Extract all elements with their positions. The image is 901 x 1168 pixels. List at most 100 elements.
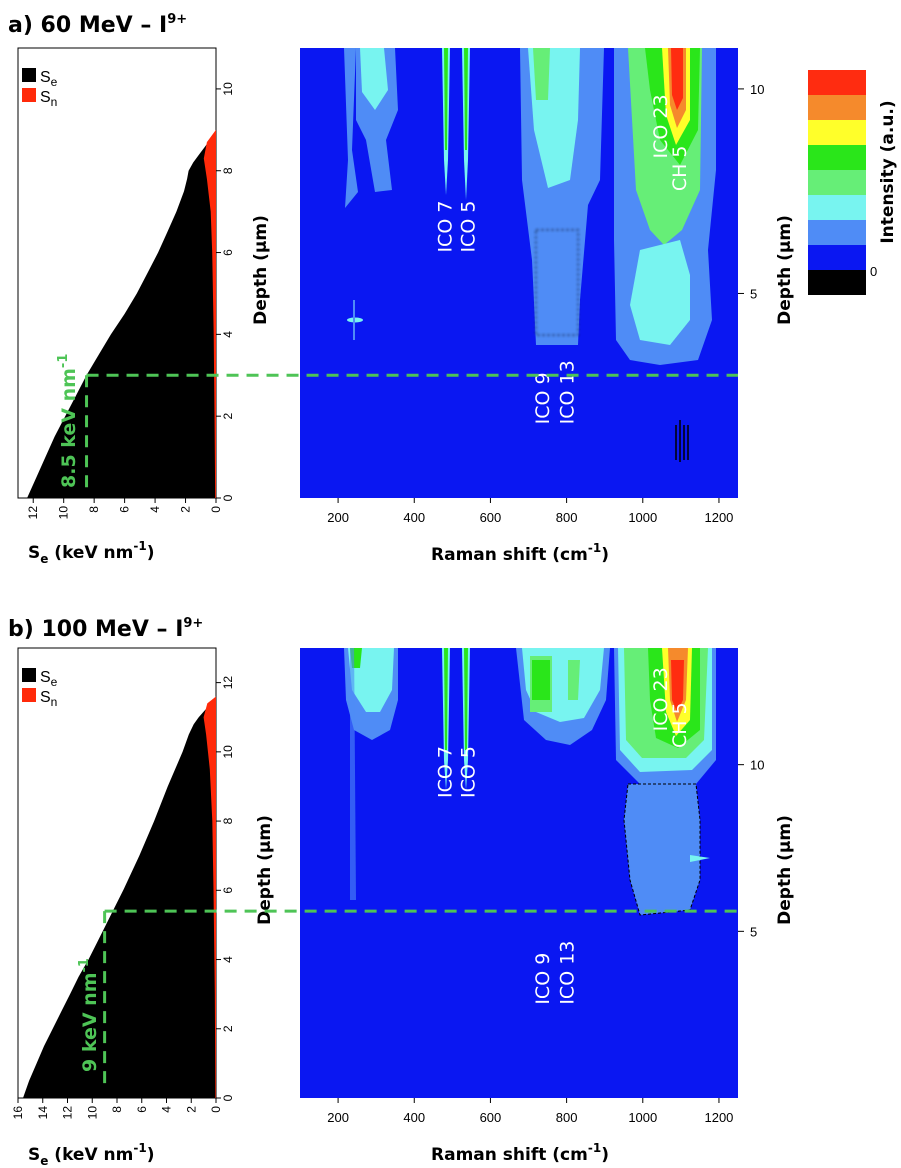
- panel-b-sp-xlabel: Se (keV nm-1): [28, 1141, 154, 1168]
- map-x-tick-label: 600: [480, 510, 502, 525]
- peak-annotation: ICO 5: [458, 746, 480, 798]
- sp-x-tick-label: 2: [184, 1106, 198, 1113]
- sp-x-tick-label: 10: [57, 506, 71, 520]
- sp-x-tick-label: 12: [26, 506, 40, 520]
- panel-b-map-contours: [344, 648, 716, 916]
- panel-b-threshold-label: 9 keV nm-1: [77, 958, 101, 1072]
- panel-a-sp-xlabel: Se (keV nm-1): [28, 539, 154, 566]
- panel-b-map-ylabel: Depth (µm): [775, 815, 795, 925]
- map-x-tick-label: 800: [556, 510, 578, 525]
- panel-a-map-xlabel: Raman shift (cm-1): [431, 541, 609, 565]
- colorbar-level: [808, 245, 866, 270]
- peak-annotation: CH 5: [669, 145, 691, 191]
- map-x-ticks: 200 400 600 800 1000 1200: [327, 1098, 733, 1125]
- peak-annotation: CH 5: [669, 702, 691, 748]
- peak-annotation: ICO 7: [435, 746, 457, 798]
- sp-x-tick-label: 4: [148, 506, 162, 513]
- sp-x-tick-label: 10: [85, 1106, 99, 1120]
- map-y-ticks: 5 10: [738, 82, 764, 301]
- colorbar-zero-label: 0: [870, 264, 877, 279]
- sp-y-ticks: 0 2 4 6 8 10 12: [216, 676, 235, 1101]
- peak-annotation: ICO 23: [650, 94, 672, 158]
- map-x-tick-label: 1000: [628, 510, 657, 525]
- map-x-tick-label: 600: [480, 1110, 502, 1125]
- peak-annotation: ICO 9: [532, 372, 554, 424]
- panel-a-title: a) 60 MeV – I9+: [8, 12, 187, 38]
- legend-se-label: Se: [40, 669, 58, 689]
- legend-sn-label: Sn: [40, 89, 57, 109]
- panel-b-stopping-power: 16 14 12 10 8 6 4 2 0 0 2 4 6 8 10 12 Se Sn Se (keV nm…: [11, 647, 275, 1168]
- sp-x-ticks: 12 10 8 6 4 2 0: [26, 498, 223, 519]
- peak-annotation: ICO 13: [557, 941, 579, 1005]
- sp-y-tick-label: 2: [221, 413, 235, 420]
- panel-b-raman-map: 200 400 600 800 1000 1200 5 10 ICO 7 ICO 5 ICO 9…: [300, 648, 795, 1165]
- panel-b-title: b) 100 MeV – I9+: [8, 616, 203, 642]
- colorbar-level: [808, 95, 866, 120]
- panel-a-legend: Se Sn: [22, 68, 58, 109]
- sp-y-tick-label: 0: [221, 1094, 235, 1101]
- sp-y-tick-label: 8: [221, 817, 235, 824]
- map-y-tick-label: 5: [750, 286, 757, 301]
- sp-y-tick-label: 4: [221, 331, 235, 338]
- sp-y-tick-label: 6: [221, 249, 235, 256]
- colorbar-level: [808, 170, 866, 195]
- sp-y-tick-label: 2: [221, 1025, 235, 1032]
- map-y-tick-label: 10: [750, 758, 764, 773]
- map-y-tick-label: 10: [750, 82, 764, 97]
- panel-b-sp-ylabel: Depth (µm): [255, 815, 275, 925]
- map-y-ticks: 5 10: [738, 758, 764, 939]
- legend-se-swatch: [22, 68, 36, 82]
- panel-a-sn-area: [203, 129, 216, 499]
- colorbar-level: [808, 220, 866, 245]
- sp-y-tick-label: 8: [221, 167, 235, 174]
- map-x-tick-label: 1200: [704, 1110, 733, 1125]
- map-x-tick-label: 400: [403, 1110, 425, 1125]
- legend-sn-label: Sn: [40, 689, 57, 709]
- legend-sn-swatch: [22, 88, 36, 102]
- sp-y-tick-label: 10: [221, 82, 235, 96]
- sp-x-tick-label: 8: [87, 506, 101, 513]
- map-x-tick-label: 1200: [704, 510, 733, 525]
- panel-b-legend: Se Sn: [22, 668, 58, 709]
- peak-annotation: ICO 9: [532, 953, 554, 1005]
- map-y-tick-label: 5: [750, 924, 757, 939]
- map-x-tick-label: 200: [327, 1110, 349, 1125]
- panel-b-sn-area: [203, 696, 216, 1098]
- peak-annotation: ICO 5: [458, 201, 480, 253]
- panel-b-se-area: [23, 696, 216, 1098]
- legend-se-swatch: [22, 668, 36, 682]
- panel-a-raman-map: 200 400 600 800 1000 1200 5 10 ICO 7 ICO 5 ICO 9…: [300, 48, 795, 565]
- sp-y-ticks: 0 2 4 6 8 10: [216, 82, 235, 501]
- colorbar: [808, 70, 866, 295]
- sp-x-tick-label: 12: [61, 1106, 75, 1120]
- panel-a-stopping-power: 12 10 8 6 4 2 0 0 2 4 6 8 10 Se Sn Se (keV nm-1) De…: [17, 47, 271, 566]
- map-x-tick-label: 400: [403, 510, 425, 525]
- colorbar-level: [808, 70, 866, 95]
- sp-y-tick-label: 6: [221, 887, 235, 894]
- map-x-tick-label: 800: [556, 1110, 578, 1125]
- legend-se-label: Se: [40, 69, 58, 89]
- map-x-tick-label: 1000: [628, 1110, 657, 1125]
- threshold-lines: [85, 373, 738, 1088]
- colorbar-level: [808, 195, 866, 220]
- sp-x-tick-label: 2: [179, 506, 193, 513]
- colorbar-level: [808, 120, 866, 145]
- legend-sn-swatch: [22, 688, 36, 702]
- peak-annotation: ICO 23: [650, 667, 672, 731]
- map-x-ticks: 200 400 600 800 1000 1200: [327, 498, 733, 525]
- sp-y-tick-label: 10: [221, 745, 235, 759]
- panel-a-sp-ylabel: Depth (µm): [251, 215, 271, 325]
- map-x-tick-label: 200: [327, 510, 349, 525]
- sp-y-tick-label: 4: [221, 956, 235, 963]
- sp-y-tick-label: 12: [221, 676, 235, 690]
- peak-annotation: ICO 13: [557, 360, 579, 424]
- colorbar-level: [808, 270, 866, 295]
- sp-x-tick-label: 6: [135, 1106, 149, 1113]
- panel-a-map-contours: [344, 48, 716, 462]
- sp-x-tick-label: 8: [110, 1106, 124, 1113]
- colorbar-label: Intensity (a.u.): [878, 100, 898, 243]
- sp-x-tick-label: 14: [36, 1106, 50, 1120]
